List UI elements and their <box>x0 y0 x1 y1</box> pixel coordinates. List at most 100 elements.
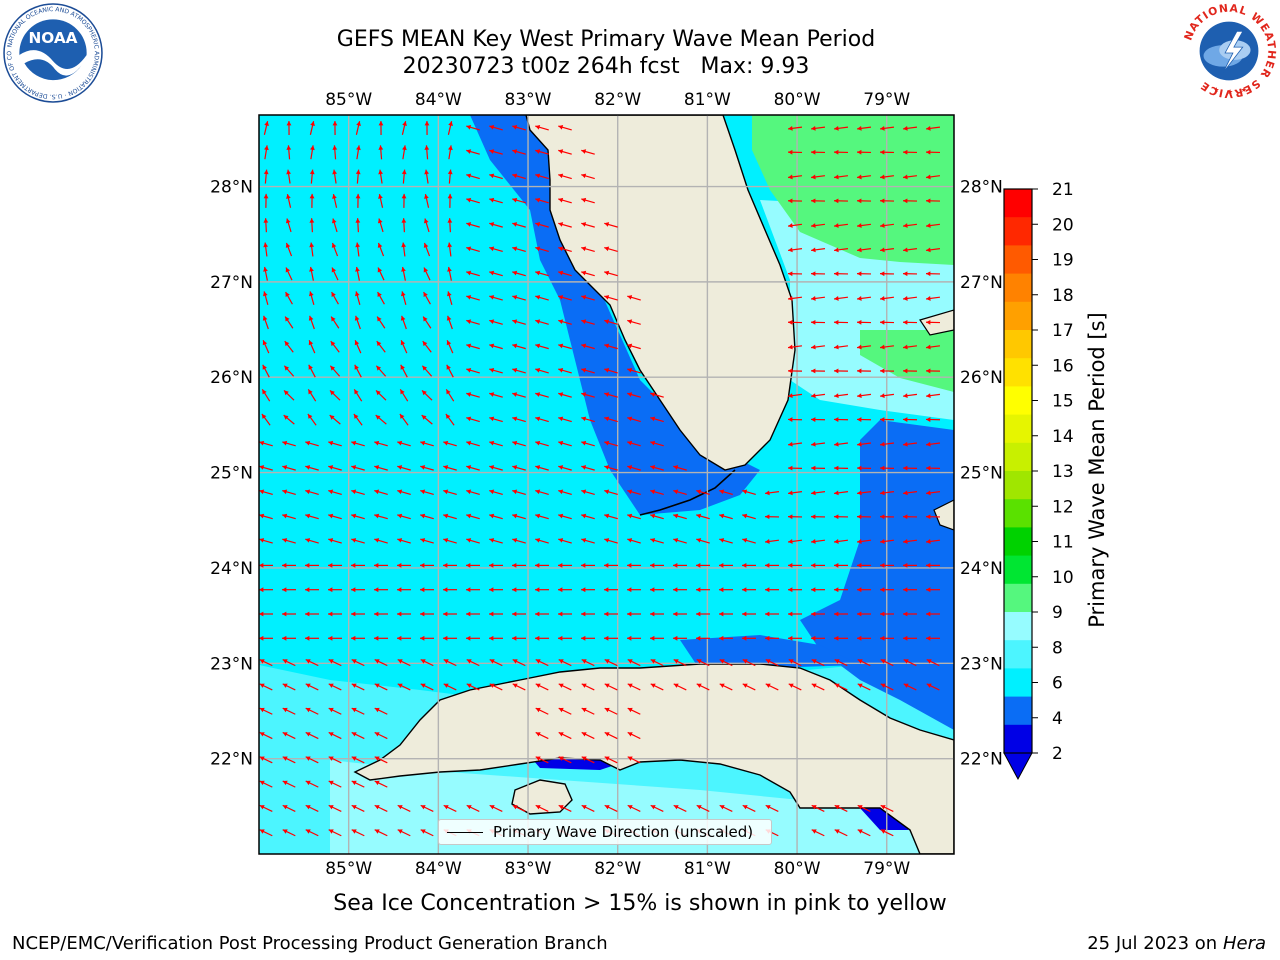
colorbar-segment <box>1004 330 1032 359</box>
wave-direction-arrowhead <box>259 635 264 641</box>
wave-direction-arrowhead <box>650 611 655 617</box>
lon-label-top: 80°W <box>774 90 821 110</box>
legend-line-swatch <box>447 831 483 833</box>
wave-direction-arrowhead <box>374 538 380 543</box>
wave-direction-arrowhead <box>926 635 931 641</box>
wave-direction-arrowhead <box>263 193 269 199</box>
wave-direction-arrowhead <box>880 149 885 155</box>
svg-text:★: ★ <box>1241 86 1247 94</box>
wave-direction-arrowhead <box>627 563 632 568</box>
wave-direction-arrowhead <box>834 490 839 496</box>
wave-direction-arrowhead <box>332 145 338 150</box>
colorbar-segment <box>1004 386 1032 416</box>
wave-direction-arrowhead <box>903 296 908 301</box>
wave-direction-arrowhead <box>581 440 587 446</box>
wave-direction-arrowhead <box>286 194 291 199</box>
wave-direction-arrowhead <box>282 780 288 786</box>
wave-direction-arrowhead <box>788 344 793 350</box>
wave-direction-arrowhead <box>466 587 471 593</box>
wave-direction-arrowhead <box>535 683 541 688</box>
wave-direction-arrowhead <box>374 780 380 786</box>
wave-direction-arrowhead <box>328 659 334 664</box>
wave-direction-arrowhead <box>282 587 287 593</box>
wave-direction-arrowhead <box>331 218 337 224</box>
wave-direction-arrowhead <box>512 222 518 227</box>
wave-direction-arrowhead <box>489 222 495 227</box>
wave-direction-arrowhead <box>811 659 817 664</box>
wave-direction-arrowhead <box>512 489 518 495</box>
wave-direction-arrowhead <box>627 319 633 324</box>
wave-direction-arrowhead <box>581 538 587 543</box>
wave-direction-arrowhead <box>374 611 379 617</box>
wave-direction-arrowhead <box>330 341 336 347</box>
wave-direction-arrowhead <box>328 805 334 810</box>
wave-direction-arrowhead <box>834 198 839 204</box>
wave-direction-arrowhead <box>377 267 383 273</box>
wave-direction-arrowhead <box>719 538 725 543</box>
wave-direction-arrowhead <box>466 197 472 203</box>
wave-direction-arrowhead <box>742 563 747 568</box>
wave-direction-arrowhead <box>811 635 816 641</box>
colorbar-segment <box>1004 668 1032 698</box>
wave-direction-arrowhead <box>903 683 909 688</box>
footer-date-text: 25 Jul 2023 on <box>1087 933 1223 954</box>
wave-direction-arrowhead <box>650 513 656 519</box>
legend-label: Primary Wave Direction (unscaled) <box>493 823 754 841</box>
lon-label-top: 85°W <box>325 90 372 110</box>
colorbar-tick-label: 8 <box>1052 638 1063 658</box>
wave-direction-arrowhead <box>788 514 793 520</box>
wave-direction-arrowhead <box>880 611 885 617</box>
wave-direction-arrowhead <box>604 756 610 761</box>
colorbar-segment <box>1004 471 1032 500</box>
wave-direction-arrowhead <box>788 587 793 593</box>
wave-direction-arrowhead <box>604 659 610 664</box>
wave-direction-arrowhead <box>719 489 725 495</box>
wave-direction-arrowhead <box>903 441 908 447</box>
wave-direction-arrowhead <box>351 587 356 593</box>
wave-direction-arrowhead <box>857 611 862 617</box>
wave-direction-arrowhead <box>558 707 564 713</box>
wave-direction-arrowhead <box>374 587 379 593</box>
wave-direction-arrowhead <box>446 315 452 321</box>
lat-label-right: 22°N <box>960 750 1003 770</box>
wave-direction-arrowhead <box>448 121 453 127</box>
map-frame <box>258 114 955 855</box>
wave-direction-arrowhead <box>264 145 269 151</box>
lon-label-bottom: 84°W <box>415 859 462 879</box>
wave-direction-arrowhead <box>512 659 518 664</box>
wave-direction-arrowhead <box>604 538 610 543</box>
wave-direction-arrowhead <box>627 538 633 543</box>
wave-direction-arrowhead <box>420 513 426 519</box>
wave-direction-arrowhead <box>765 635 770 641</box>
wave-direction-arrowhead <box>305 780 311 786</box>
wave-direction-arrowhead <box>696 538 702 543</box>
wave-direction-arrowhead <box>581 611 586 617</box>
wave-direction-arrowhead <box>696 489 702 495</box>
wave-direction-arrowhead <box>305 635 310 641</box>
wave-direction-arrowhead <box>355 218 361 223</box>
wave-direction-arrowhead <box>558 173 564 179</box>
wave-direction-arrowhead <box>351 780 357 786</box>
colorbar-tick-label: 18 <box>1052 286 1074 306</box>
wave-direction-arrowhead <box>558 732 564 737</box>
colorbar-title: Primary Wave Mean Period [s] <box>1085 312 1109 628</box>
wave-direction-arrowhead <box>903 247 908 253</box>
wave-direction-arrowhead <box>285 267 291 273</box>
wave-direction-arrowhead <box>834 635 839 641</box>
wave-direction-arrowhead <box>351 805 357 810</box>
wave-direction-arrowhead <box>446 340 452 346</box>
wave-direction-arrowhead <box>447 242 453 248</box>
wave-direction-arrowhead <box>443 465 449 470</box>
wave-direction-arrowhead <box>696 635 701 641</box>
colorbar-tick-label: 19 <box>1052 251 1074 271</box>
wave-direction-arrowhead <box>420 611 425 617</box>
wave-direction-arrowhead <box>857 514 862 520</box>
wave-direction-arrowhead <box>673 805 679 810</box>
wave-direction-arrowhead <box>399 413 405 419</box>
wave-direction-arrowhead <box>857 659 863 664</box>
wave-direction-arrowhead <box>834 539 839 544</box>
wave-direction-arrowhead <box>309 242 315 248</box>
wave-direction-arrowhead <box>351 707 357 713</box>
wave-direction-arrowhead <box>742 538 748 543</box>
wave-direction-arrowhead <box>286 169 291 175</box>
